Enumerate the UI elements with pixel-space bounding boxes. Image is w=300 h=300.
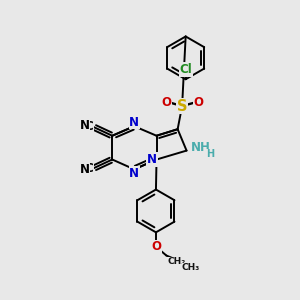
Text: O: O xyxy=(193,96,203,109)
Text: N: N xyxy=(129,116,139,129)
Text: H: H xyxy=(206,149,214,159)
Text: C: C xyxy=(85,120,94,133)
Text: N: N xyxy=(80,119,89,132)
Text: CH₂: CH₂ xyxy=(167,257,186,266)
Text: O: O xyxy=(151,240,161,253)
Text: Cl: Cl xyxy=(179,63,192,76)
Text: O: O xyxy=(161,96,171,109)
Text: N: N xyxy=(147,153,157,166)
Text: NH: NH xyxy=(191,141,211,154)
Text: S: S xyxy=(177,98,187,113)
Text: C: C xyxy=(85,162,94,176)
Text: N: N xyxy=(129,167,139,180)
Text: N: N xyxy=(80,163,89,176)
Text: CH₃: CH₃ xyxy=(182,263,200,272)
